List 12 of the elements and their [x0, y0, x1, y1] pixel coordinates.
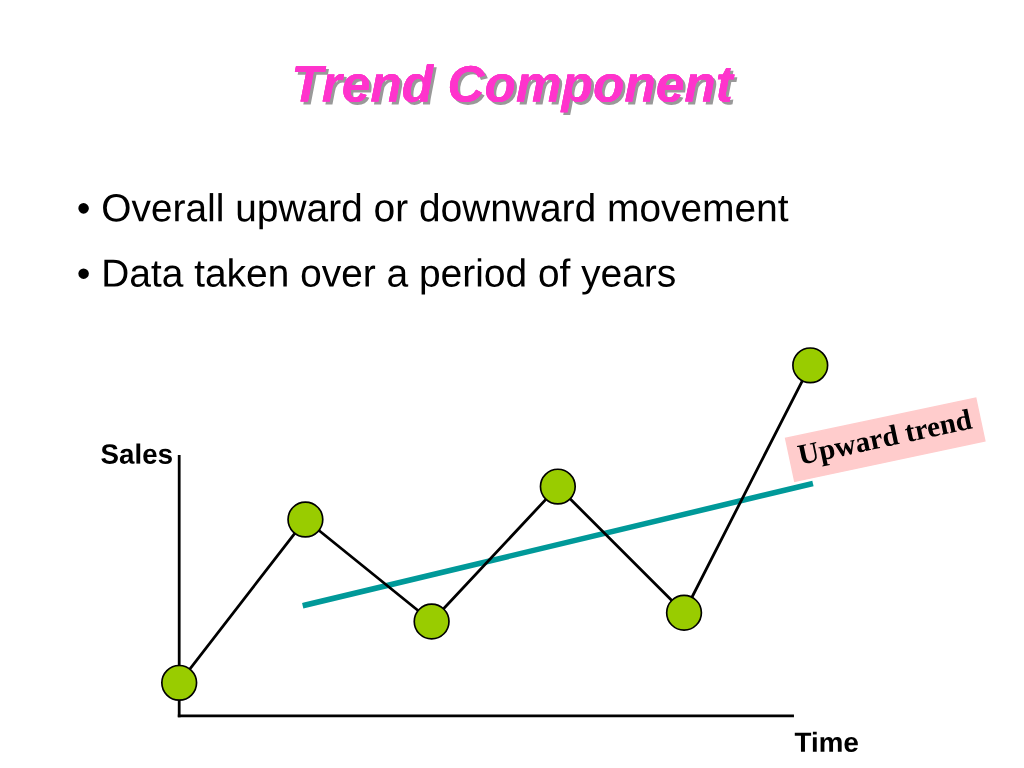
- point: [539, 468, 577, 505]
- point: [413, 603, 450, 640]
- chart-title: Trend Component: [294, 64, 738, 116]
- x-axis-title: Time: [794, 731, 858, 753]
- text: • Overall upward or downward movement: [78, 193, 789, 230]
- text: • Data taken over a period of years: [78, 258, 675, 295]
- point: [792, 347, 829, 384]
- point: [665, 594, 703, 631]
- text: Upward trend: [796, 408, 975, 471]
- y-axis-title: Sales: [101, 443, 172, 464]
- point: [161, 664, 198, 702]
- point: [287, 501, 324, 538]
